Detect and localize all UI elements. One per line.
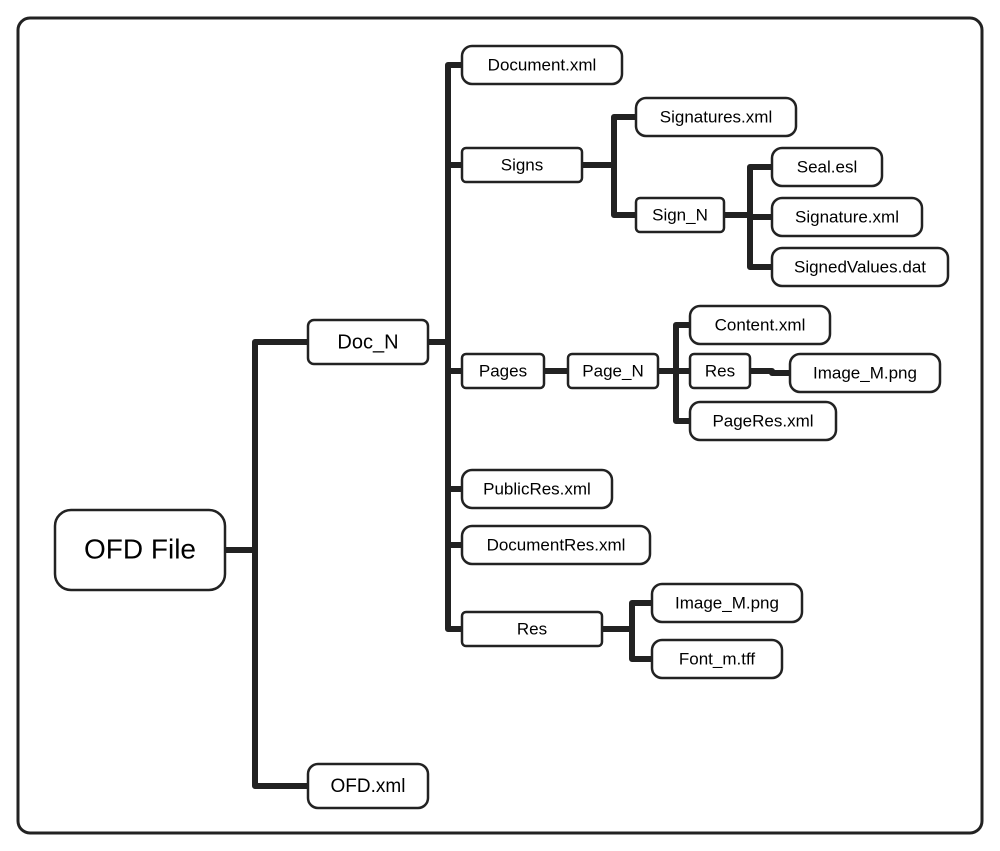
node-signed: SignedValues.dat [772,248,948,286]
node-res: Res [462,612,602,646]
node-sigxml: Signature.xml [772,198,922,236]
node-content: Content.xml [690,306,830,344]
node-label-ofdxml: OFD.xml [331,776,406,797]
node-docres: DocumentRes.xml [462,526,650,564]
node-docxml: Document.xml [462,46,622,84]
node-label-sigxml: Signature.xml [795,207,899,226]
ofd-tree-diagram: OFD File Doc_N OFD.xml Document.xml Signs Pag… [0,0,1000,851]
node-label-docres: DocumentRes.xml [487,535,626,554]
node-pubres: PublicRes.xml [462,470,612,508]
node-label-pages: Pages [479,361,527,380]
node-label-res: Res [517,619,547,638]
node-label-content: Content.xml [715,315,806,334]
node-sigsxml: Signatures.xml [636,98,796,136]
node-label-res2: Res [705,361,735,380]
node-signs: Signs [462,148,582,182]
node-label-seal: Seal.esl [797,157,857,176]
node-label-docn: Doc_N [337,331,398,353]
node-label-pubres: PublicRes.xml [483,479,591,498]
node-pagen: Page_N [568,354,658,388]
node-ofdxml: OFD.xml [308,764,428,808]
node-label-signn: Sign_N [652,205,708,224]
node-font: Font_m.tff [652,640,782,678]
node-label-imgm: Image_M.png [813,363,917,382]
node-label-signed: SignedValues.dat [794,257,926,276]
node-root: OFD File [55,510,225,590]
node-label-sigsxml: Signatures.xml [660,107,772,126]
node-label-signs: Signs [501,155,544,174]
node-imgm: Image_M.png [790,354,940,392]
node-seal: Seal.esl [772,148,882,186]
node-label-font: Font_m.tff [679,649,755,668]
node-label-pageres: PageRes.xml [712,411,813,430]
node-docn: Doc_N [308,320,428,364]
node-pages: Pages [462,354,544,388]
node-signn: Sign_N [636,198,724,232]
node-label-pagen: Page_N [582,361,643,380]
node-pageres: PageRes.xml [690,402,836,440]
node-label-docxml: Document.xml [488,55,597,74]
node-label-root: OFD File [84,533,196,564]
node-label-imgm2: Image_M.png [675,593,779,612]
node-res2: Res [690,354,750,388]
node-imgm2: Image_M.png [652,584,802,622]
